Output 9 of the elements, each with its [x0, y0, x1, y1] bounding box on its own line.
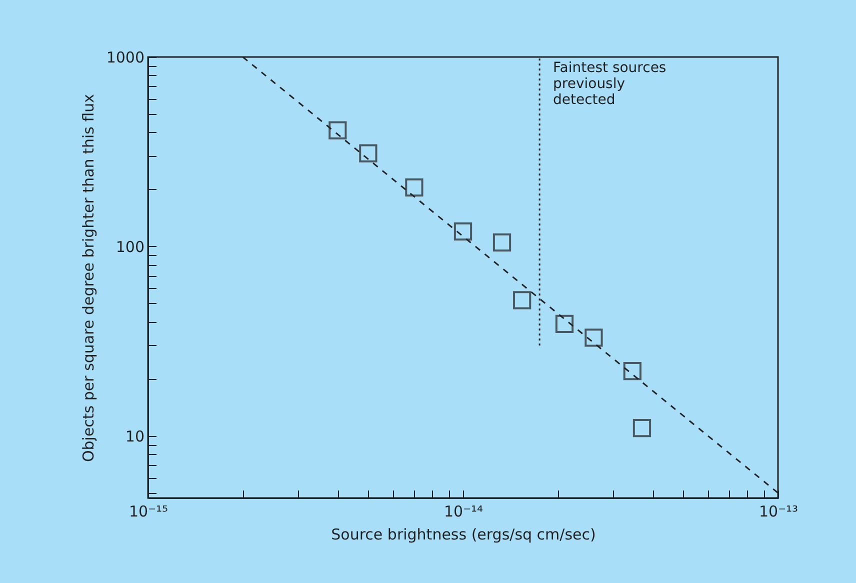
x-tick-label: 10⁻¹⁴ [444, 502, 484, 520]
annotation: Faintest sources previously detected [553, 60, 666, 108]
y-tick-label: 10 [125, 427, 144, 446]
y-tick-label: 100 [116, 238, 144, 256]
x-tick-label: 10⁻¹³ [758, 502, 798, 520]
y-tick-label: 1000 [106, 48, 144, 66]
x-axis-title: Source brightness (ergs/sq cm/sec) [331, 526, 596, 544]
y-axis-title: Objects per square degree brighter than this flux [79, 94, 98, 462]
x-tick-label: 10⁻¹⁵ [128, 502, 168, 520]
